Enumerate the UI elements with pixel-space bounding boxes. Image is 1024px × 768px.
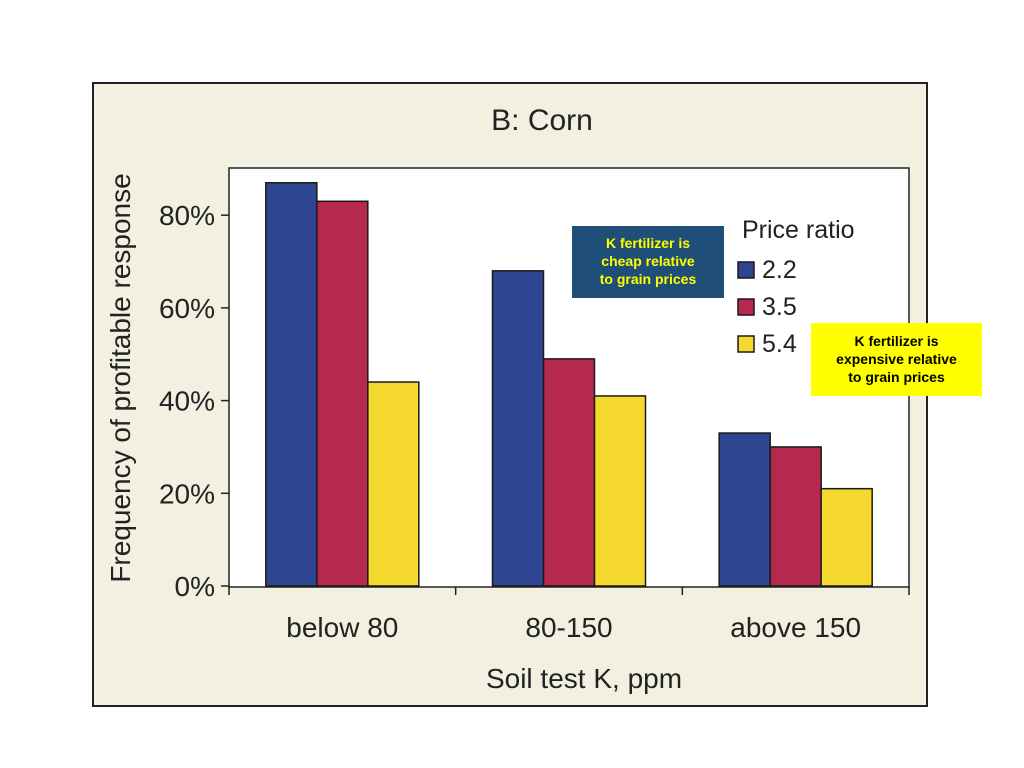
- legend-swatch: [737, 298, 755, 316]
- y-axis-label: Frequency of profitable response: [105, 173, 136, 582]
- legend-label: 2.2: [762, 256, 797, 284]
- bar-2-2-2: [491, 270, 545, 587]
- bar-3-5-2: [542, 358, 596, 587]
- y-tick-label: 60%: [159, 293, 215, 324]
- bar-3-5-1: [316, 200, 369, 587]
- y-tick-label: 80%: [159, 200, 215, 231]
- legend: Price ratio 2.2 3.5 5.4: [737, 216, 855, 358]
- expensive-fertilizer-note: K fertilizer is expensive relative to gr…: [811, 323, 982, 396]
- legend-label: 5.4: [762, 330, 797, 358]
- y-tick-label: 20%: [159, 478, 215, 509]
- x-tick-label: above 150: [730, 612, 861, 643]
- x-tick-label: 80-150: [525, 612, 612, 643]
- bar-5-4-1: [367, 381, 420, 587]
- x-tick-label: below 80: [286, 612, 398, 643]
- cheap-fertilizer-note: K fertilizer is cheap relative to grain …: [572, 226, 724, 298]
- y-tick-label: 0%: [175, 571, 215, 602]
- bar-3-5-3: [769, 446, 822, 587]
- legend-title: Price ratio: [742, 216, 855, 244]
- y-axis: 0% 20% 40% 60% 80%: [159, 200, 229, 602]
- bar-2-2-3: [718, 432, 771, 587]
- legend-swatch: [737, 335, 755, 353]
- x-axis-label: Soil test K, ppm: [486, 663, 682, 694]
- bar-5-4-2: [593, 395, 647, 587]
- bars: [265, 182, 873, 587]
- legend-label: 3.5: [762, 293, 797, 321]
- bar-5-4-3: [820, 487, 873, 587]
- legend-swatch: [737, 261, 755, 279]
- x-axis: below 80 80-150 above 150: [228, 587, 910, 643]
- y-tick-label: 40%: [159, 386, 215, 417]
- chart-title: B: Corn: [491, 104, 593, 137]
- bar-2-2-1: [265, 182, 318, 587]
